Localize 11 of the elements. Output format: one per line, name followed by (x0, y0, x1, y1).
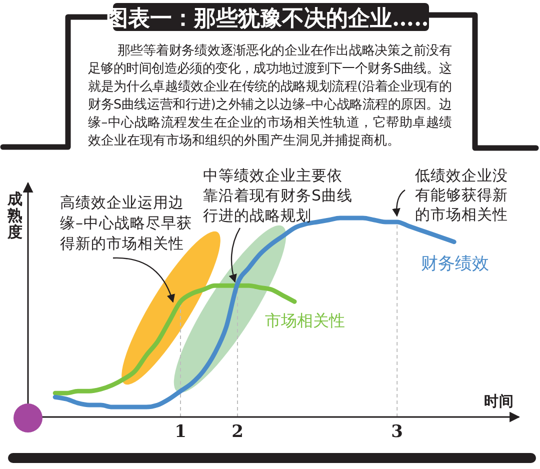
x-tick-label: 3 (391, 422, 404, 442)
chart-subtitle: 那些等着财务绩效逐渐恶化的企业在作出战略决策之前没有足够的时间创造必须的变化，成功地过渡到下一个财务S曲线。这就是为什么卓越绩效企业在传统的战略规划流程(沿着企业现有的财务S曲线运营和行进)之外辅之以边缘–中心战略流程的原因。边缘–中心战略流程发生在企业的市场相关性轨道，它帮助卓越绩效企业在现有市场和组织的外围产生洞见并捕捉商机。 (88, 42, 452, 148)
annotation: 高绩效企业运用边缘–中心战略尽早获得新的市场相关性 (60, 194, 192, 252)
annotation: 低绩效企业没有能够获得新的市场相关性 (415, 166, 508, 224)
annotation: 中等绩效企业主要依靠沿着现有财务S曲线行进的战略规划 (203, 166, 353, 224)
x-tick-label: 1 (174, 422, 186, 442)
x-tick-label: 2 (232, 422, 244, 442)
series-label: 财务绩效 (421, 254, 490, 274)
x-axis-title: 时间 (484, 393, 514, 410)
y-axis-title: 成熟度 (6, 190, 22, 241)
series-label: 市场相关性 (265, 311, 345, 330)
